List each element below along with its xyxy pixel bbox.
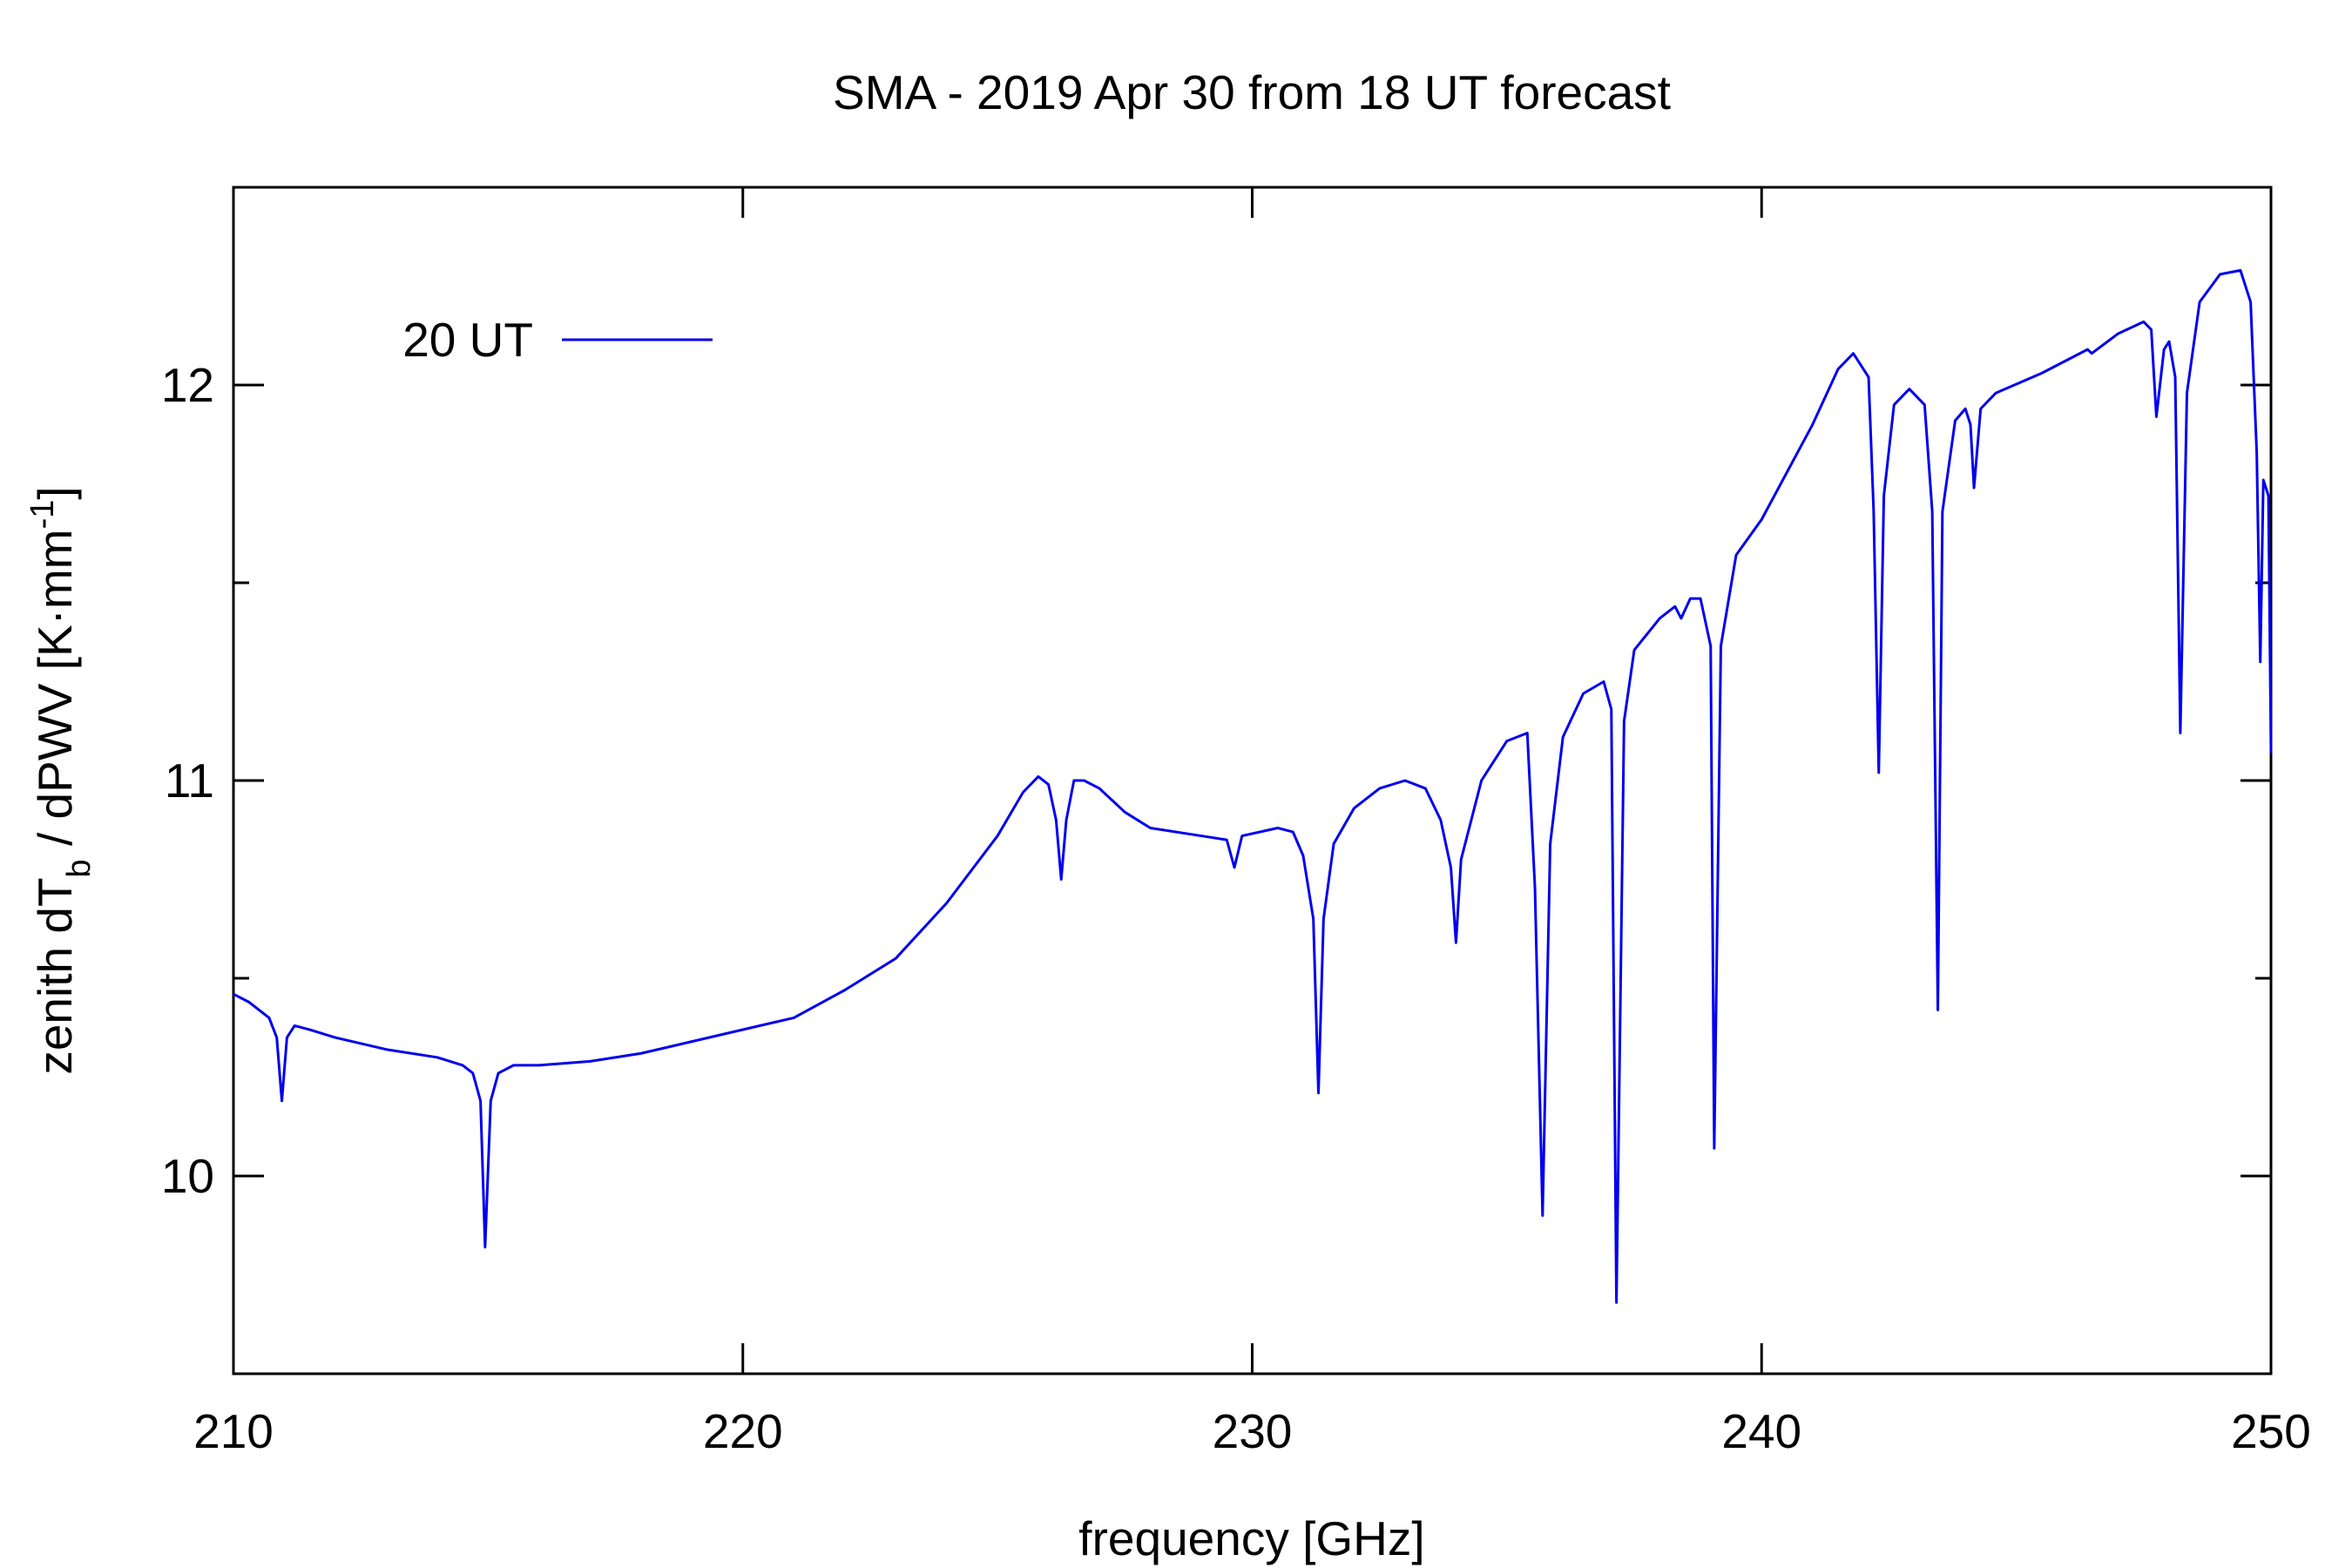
- x-tick-label: 230: [1213, 1404, 1293, 1458]
- y-axis-label-part: / dPWV [K·mm: [28, 529, 82, 859]
- y-axis-label-part: zenith dT: [28, 877, 82, 1074]
- x-tick-label: 210: [193, 1404, 274, 1458]
- chart-title: SMA - 2019 Apr 30 from 18 UT forecast: [833, 65, 1671, 119]
- legend-label: 20 UT: [402, 313, 533, 367]
- data-line: [233, 268, 2273, 1304]
- x-tick-label: 220: [703, 1404, 783, 1458]
- y-tick-label: 11: [165, 754, 214, 808]
- y-tick-label: 12: [161, 358, 214, 412]
- x-tick-label: 240: [1721, 1404, 1801, 1458]
- y-axis-label-part: ]: [28, 486, 82, 499]
- plot-frame: [232, 186, 2273, 1375]
- y-axis-label-part: -1: [24, 500, 61, 530]
- x-tick-label: 250: [2231, 1404, 2311, 1458]
- y-axis-label-part: b: [61, 859, 98, 877]
- y-tick-label: 10: [161, 1149, 214, 1203]
- y-axis-label: zenith dTb / dPWV [K·mm-1]: [24, 486, 98, 1074]
- x-axis-label: frequency [GHz]: [1078, 1511, 1424, 1565]
